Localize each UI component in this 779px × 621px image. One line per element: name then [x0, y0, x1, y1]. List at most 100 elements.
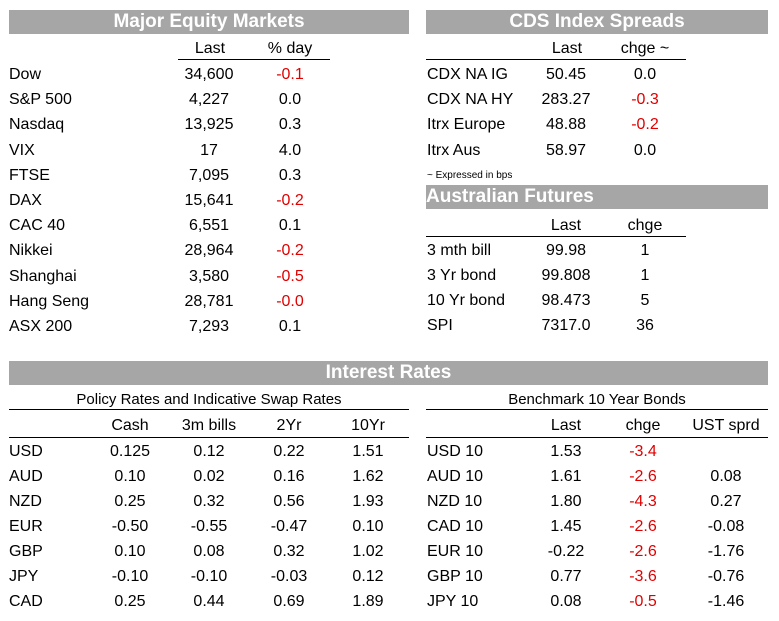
- futures-row-name: 10 Yr bond: [427, 292, 505, 309]
- futures-row-chg: 5: [640, 292, 650, 309]
- equity-row-chg: -0.0: [276, 292, 304, 310]
- equity-row-last: 15,641: [184, 192, 234, 209]
- equity-row-chg: -0.5: [276, 267, 304, 285]
- policy-row-val: 0.08: [193, 543, 225, 560]
- cds-row-name: CDX NA IG: [427, 66, 508, 83]
- futures-header-chg: chge: [627, 217, 663, 234]
- policy-row-val: 0.44: [193, 593, 225, 610]
- bonds-row-last: -0.22: [547, 543, 585, 560]
- bonds-row-sprd: -0.76: [707, 568, 745, 585]
- bonds-row-chg: -2.6: [629, 543, 657, 560]
- cds-row-name: Itrx Aus: [427, 141, 481, 159]
- equity-row-last: 4,227: [188, 91, 230, 109]
- bonds-row-name: CAD 10: [427, 518, 484, 535]
- equity-row-name: CAC 40: [9, 217, 66, 235]
- equity-row-last: 3,580: [188, 267, 230, 285]
- cds-note: ~ Expressed in bps: [427, 170, 513, 181]
- policy-row-val: 0.12: [352, 568, 384, 585]
- equity-row-name: DAX: [9, 192, 42, 209]
- bonds-row-chg: -2.6: [629, 518, 657, 535]
- policy-header-1: 3m bills: [181, 417, 237, 434]
- futures-header-rule: [426, 236, 686, 237]
- policy-row-val: 0.12: [193, 443, 225, 460]
- bonds-row-last: 0.08: [550, 593, 582, 610]
- policy-row-val: -0.03: [270, 568, 308, 585]
- bonds-row-chg: -3.4: [629, 443, 657, 460]
- bonds-row-chg: -2.6: [629, 468, 657, 485]
- equity-row-name: FTSE: [9, 166, 50, 184]
- equity-row-last: 6,551: [188, 217, 230, 235]
- cds-header-last: Last: [551, 40, 583, 57]
- policy-header-2: 2Yr: [276, 417, 302, 434]
- equity-row-name: Nasdaq: [9, 116, 65, 134]
- equity-row-name: ASX 200: [9, 318, 73, 335]
- policy-row-val: 1.02: [352, 543, 384, 560]
- equity-row-last: 7,293: [188, 318, 230, 335]
- equity-header-last: Last: [194, 40, 226, 57]
- bonds-header-rule: [426, 437, 768, 438]
- cds-row-last: 58.97: [545, 141, 587, 159]
- bonds-row-name: JPY 10: [427, 593, 479, 610]
- equity-row-chg: 0.1: [278, 217, 302, 235]
- equity-row-last: 7,095: [188, 166, 230, 184]
- equity-row-name: Nikkei: [9, 242, 53, 260]
- bonds-row-last: 1.45: [550, 518, 582, 535]
- policy-row-ccy: GBP: [9, 543, 43, 560]
- futures-title: Australian Futures: [426, 185, 768, 209]
- futures-row-chg: 36: [636, 317, 654, 334]
- policy-row-val: 0.16: [273, 468, 305, 485]
- policy-row-val: 1.62: [352, 468, 384, 485]
- cds-row-name: CDX NA HY: [427, 91, 514, 109]
- policy-row-ccy: USD: [9, 443, 43, 460]
- policy-header-3: 10Yr: [351, 417, 385, 434]
- policy-row-val: -0.55: [190, 518, 228, 535]
- bonds-header-2: UST sprd: [692, 417, 760, 434]
- cds-header-chg: chge ~: [620, 40, 670, 57]
- policy-row-val: 1.89: [352, 593, 384, 610]
- equity-row-chg: -0.2: [276, 242, 304, 260]
- equity-row-name: VIX: [9, 141, 35, 159]
- policy-row-ccy: JPY: [9, 568, 39, 585]
- cds-title: CDS Index Spreads: [426, 10, 768, 34]
- policy-row-val: 0.125: [109, 443, 151, 460]
- policy-row-val: 0.69: [273, 593, 305, 610]
- policy-row-val: 0.02: [193, 468, 225, 485]
- bonds-row-last: 1.61: [550, 468, 582, 485]
- cds-row-chg: 0.0: [633, 66, 657, 83]
- bonds-row-last: 0.77: [550, 568, 582, 585]
- bonds-row-name: EUR 10: [427, 543, 484, 560]
- policy-row-val: 0.32: [193, 493, 225, 510]
- policy-row-val: -0.50: [111, 518, 149, 535]
- policy-row-val: 0.10: [114, 468, 146, 485]
- cds-row-chg: -0.2: [631, 116, 659, 134]
- policy-row-val: 0.10: [352, 518, 384, 535]
- bonds-subtitle: Benchmark 10 Year Bonds: [508, 391, 686, 408]
- futures-row-name: SPI: [427, 317, 453, 334]
- futures-row-last: 99.98: [545, 242, 587, 259]
- bonds-row-sprd: 0.27: [710, 493, 742, 510]
- policy-row-val: 0.32: [273, 543, 305, 560]
- bonds-row-last: 1.53: [550, 443, 582, 460]
- bonds-row-chg: -0.5: [629, 593, 657, 610]
- bonds-header-0: Last: [550, 417, 582, 434]
- futures-row-chg: 1: [640, 267, 650, 284]
- policy-row-val: 1.51: [352, 443, 384, 460]
- futures-header-last: Last: [550, 217, 582, 234]
- equity-row-name: Dow: [9, 66, 42, 83]
- cds-row-last: 283.27: [541, 91, 591, 109]
- bonds-row-name: GBP 10: [427, 568, 483, 585]
- cds-row-last: 50.45: [545, 66, 587, 83]
- bonds-row-name: AUD 10: [427, 468, 484, 485]
- policy-row-ccy: CAD: [9, 593, 43, 610]
- equity-row-chg: 0.0: [278, 91, 302, 109]
- futures-row-last: 7317.0: [541, 317, 591, 334]
- equity-row-last: 34,600: [184, 66, 234, 83]
- policy-row-val: -0.10: [190, 568, 228, 585]
- equity-row-last: 28,781: [184, 292, 234, 310]
- equity-row-last: 13,925: [184, 116, 234, 134]
- bonds-subtitle-rule: [426, 409, 768, 410]
- bonds-header-1: chge: [625, 417, 661, 434]
- equity-row-chg: 0.3: [278, 166, 302, 184]
- cds-row-chg: 0.0: [633, 141, 657, 159]
- bonds-row-sprd: -0.08: [707, 518, 745, 535]
